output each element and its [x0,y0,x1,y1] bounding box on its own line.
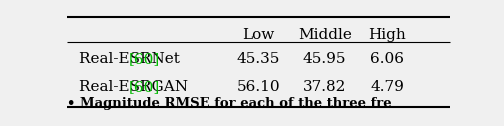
Text: • Magnitude RMSE for each of the three fre: • Magnitude RMSE for each of the three f… [67,97,392,110]
Text: Real-ESRNet: Real-ESRNet [79,52,184,66]
Text: Middle: Middle [298,28,352,42]
Text: 4.79: 4.79 [370,80,404,94]
Text: 37.82: 37.82 [303,80,346,94]
Text: [60]: [60] [129,80,160,94]
Text: High: High [368,28,406,42]
Text: 56.10: 56.10 [236,80,280,94]
Text: 45.35: 45.35 [236,52,280,66]
Text: 6.06: 6.06 [370,52,404,66]
Text: Real-ESRGAN: Real-ESRGAN [79,80,193,94]
Text: Low: Low [242,28,274,42]
Text: [60]: [60] [129,52,160,66]
Text: 45.95: 45.95 [303,52,346,66]
